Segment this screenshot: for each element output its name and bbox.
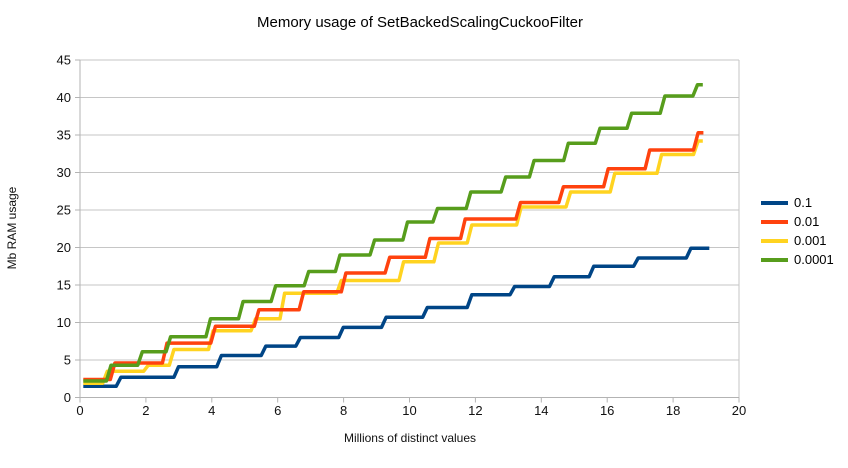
y-tick-label: 5	[64, 353, 71, 368]
y-tick-label: 15	[57, 278, 71, 293]
legend-swatch-0.001	[761, 238, 788, 243]
y-tick-label: 25	[57, 203, 71, 218]
x-tick-label: 0	[76, 403, 83, 418]
x-axis-title: Millions of distinct values	[343, 431, 477, 445]
legend-swatch-0.01	[761, 219, 788, 224]
series-line-0.001	[83, 139, 703, 386]
x-tick-label: 12	[468, 403, 482, 418]
x-tick-label: 16	[600, 403, 614, 418]
x-tick-label: 18	[666, 403, 680, 418]
x-tick-label: 6	[274, 403, 281, 418]
legend-item: 0.0001	[761, 250, 834, 269]
legend-item: 0.001	[761, 231, 834, 250]
y-tick-label: 45	[57, 53, 71, 68]
series-line-0.1	[83, 246, 710, 389]
y-tick-label: 30	[57, 165, 71, 180]
x-tick-label: 8	[340, 403, 347, 418]
y-tick-label: 35	[57, 128, 71, 143]
x-tick-label: 2	[142, 403, 149, 418]
gridlines	[80, 59, 740, 398]
legend: 0.1 0.01 0.001 0.0001	[761, 193, 834, 269]
x-tick-label: 10	[402, 403, 416, 418]
legend-swatch-0.1	[761, 200, 788, 205]
tick-labels: 0 5 10 15 20 25 30 35 40 45 0 2 4 6 8 10 12 14 16 18 20	[57, 53, 747, 419]
legend-label: 0.0001	[794, 252, 834, 267]
tick-marks	[75, 59, 740, 403]
x-tick-label: 14	[534, 403, 548, 418]
legend-item: 0.01	[761, 212, 834, 231]
legend-label: 0.001	[794, 233, 827, 248]
y-tick-label: 0	[64, 390, 71, 405]
y-tick-label: 20	[57, 240, 71, 255]
axes	[79, 60, 739, 398]
y-tick-label: 10	[57, 315, 71, 330]
chart-title: Memory usage of SetBackedScalingCuckooFi…	[257, 14, 583, 31]
legend-swatch-0.0001	[761, 257, 788, 262]
series-lines	[83, 82, 710, 389]
y-tick-label: 40	[57, 90, 71, 105]
legend-label: 0.01	[794, 214, 820, 229]
x-tick-label: 4	[208, 403, 215, 418]
x-tick-label: 20	[732, 403, 746, 418]
legend-item: 0.1	[761, 193, 834, 212]
legend-label: 0.1	[794, 195, 813, 210]
y-axis-title: Mb RAM usage	[5, 186, 19, 270]
series-line-0.0001	[83, 82, 703, 383]
series-line-0.01	[83, 131, 704, 382]
